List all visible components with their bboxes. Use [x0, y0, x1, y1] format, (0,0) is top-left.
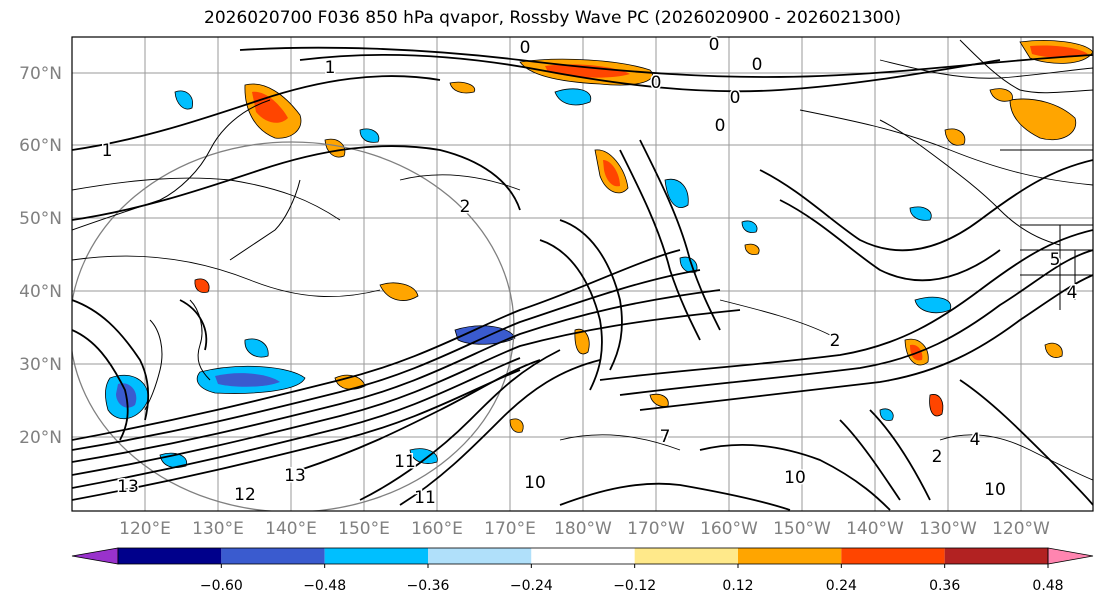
colorbar-segment [324, 548, 428, 564]
contour-label: 10 [784, 468, 806, 488]
coastlines [72, 39, 1093, 411]
colorbar-tick-label: −0.48 [303, 578, 346, 594]
longitude-label: 130°E [192, 519, 244, 539]
map-frame [71, 36, 1094, 512]
colorbar-segment [841, 548, 945, 564]
contour-label: 13 [117, 477, 139, 497]
contour-label: 12 [234, 485, 256, 505]
contour-label: 2 [830, 331, 841, 351]
colorbar-tick-label: −0.24 [510, 578, 553, 594]
contour-label: 13 [284, 466, 306, 486]
colorbar-tick-label: 0.48 [1032, 578, 1063, 594]
contour-label: 1 [102, 141, 113, 161]
longitude-label: 150°E [338, 519, 390, 539]
colorbar-segment [221, 548, 325, 564]
contour-label: 0 [651, 73, 662, 93]
colorbar-extend-high [1047, 547, 1094, 565]
contour-label: 0 [715, 116, 726, 136]
longitude-label: 160°E [411, 519, 463, 539]
region-circle [72, 141, 515, 511]
longitude-label: 170°W [627, 519, 685, 539]
colorbar [71, 547, 1094, 565]
longitude-label: 120°E [119, 519, 171, 539]
longitude-labels: 120°E 130°E 140°E 150°E 160°E 170°E 180°W 170°W… [119, 519, 1050, 539]
colorbar-tick-label: 0.24 [826, 578, 857, 594]
contour-label: 4 [970, 430, 981, 450]
contour-lines [72, 46, 1093, 511]
colorbar-tick-labels: −0.60 −0.48 −0.36 −0.24 −0.12 0.12 0.24 0.36 0.4… [200, 564, 1064, 594]
contour-label: 0 [520, 38, 531, 58]
map-plot-area [72, 37, 1093, 511]
contour-label: 7 [660, 427, 671, 447]
contour-label: 0 [752, 55, 763, 75]
latitude-label: 50°N [19, 209, 62, 229]
longitude-label: 120°W [992, 519, 1050, 539]
contour-label: 2 [460, 197, 471, 217]
colorbar-tick-label: 0.12 [722, 578, 753, 594]
colorbar-segment [531, 548, 635, 564]
latitude-label: 70°N [19, 64, 62, 84]
colorbar-segment [428, 548, 532, 564]
contour-label: 11 [394, 452, 416, 472]
contour-label: 2 [932, 447, 943, 467]
latitude-label: 40°N [19, 282, 62, 302]
contour-label: 10 [984, 480, 1006, 500]
colorbar-tick-label: −0.60 [200, 578, 243, 594]
longitude-label: 160°W [700, 519, 758, 539]
thin-contour-lines [72, 59, 1093, 481]
colorbar-segment [944, 548, 1048, 564]
colorbar-segment [738, 548, 842, 564]
latitude-labels: 70°N 60°N 50°N 40°N 30°N 20°N [19, 64, 62, 448]
colorbar-tick-label: −0.36 [407, 578, 450, 594]
latitude-label: 30°N [19, 355, 62, 375]
latitude-label: 20°N [19, 428, 62, 448]
longitude-label: 140°E [265, 519, 317, 539]
colorbar-tick-label: −0.12 [613, 578, 656, 594]
contour-label: 0 [709, 35, 720, 55]
longitude-label: 140°W [846, 519, 904, 539]
contour-label: 11 [414, 488, 436, 508]
colorbar-extend-low [71, 547, 119, 565]
longitude-label: 180°W [554, 519, 612, 539]
colorbar-segment [118, 548, 222, 564]
colorbar-tick-label: 0.36 [929, 578, 960, 594]
map-title: 2026020700 F036 850 hPa qvapor, Rossby W… [204, 8, 901, 28]
colorbar-segment [634, 548, 738, 564]
contour-label: 0 [730, 88, 741, 108]
contour-label: 4 [1067, 283, 1078, 303]
longitude-label: 130°W [919, 519, 977, 539]
contour-label: 1 [325, 58, 336, 78]
longitude-label: 170°E [484, 519, 536, 539]
contour-label: 10 [524, 473, 546, 493]
contour-label: 5 [1050, 250, 1061, 270]
latitude-label: 60°N [19, 136, 62, 156]
longitude-label: 150°W [773, 519, 831, 539]
